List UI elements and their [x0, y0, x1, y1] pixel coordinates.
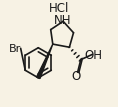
Text: NH: NH — [54, 14, 71, 27]
Text: Br: Br — [9, 44, 21, 54]
Text: O: O — [72, 70, 81, 83]
Text: OH: OH — [85, 48, 103, 62]
Polygon shape — [37, 44, 53, 79]
Text: HCl: HCl — [49, 2, 69, 15]
